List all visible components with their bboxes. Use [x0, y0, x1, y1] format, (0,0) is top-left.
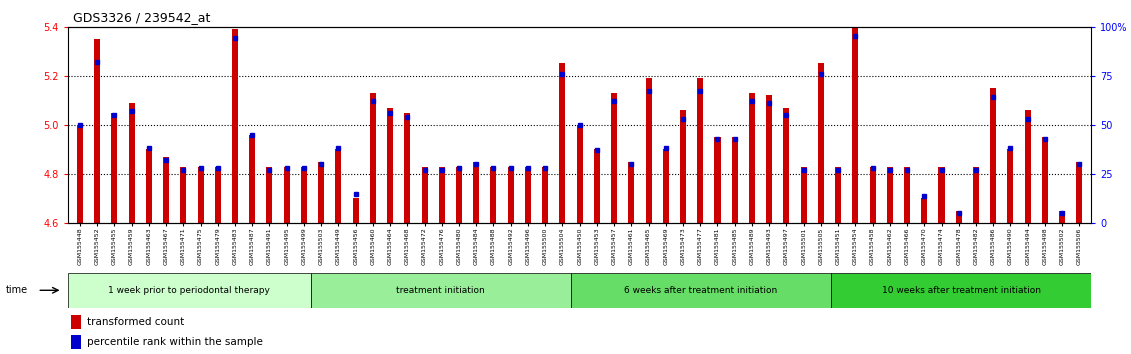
Bar — [1025, 110, 1030, 223]
Bar — [68, 273, 311, 308]
Bar — [94, 39, 101, 223]
Bar — [577, 125, 582, 223]
Text: 10 weeks after treatment initiation: 10 weeks after treatment initiation — [882, 286, 1041, 295]
Bar — [594, 149, 599, 223]
Bar — [818, 63, 823, 223]
Bar — [491, 166, 497, 223]
Bar — [939, 166, 944, 223]
Bar — [1008, 149, 1013, 223]
Bar — [301, 166, 307, 223]
Bar — [766, 95, 772, 223]
Bar — [560, 63, 566, 223]
Text: 6 weeks after treatment initiation: 6 weeks after treatment initiation — [624, 286, 778, 295]
Bar — [887, 166, 892, 223]
Bar — [198, 166, 204, 223]
Bar — [129, 103, 135, 223]
Text: treatment initiation: treatment initiation — [397, 286, 485, 295]
Bar — [784, 108, 789, 223]
Bar — [611, 93, 618, 223]
Bar — [422, 166, 428, 223]
Bar — [749, 93, 756, 223]
Bar — [870, 166, 875, 223]
Bar — [111, 113, 118, 223]
Bar — [715, 137, 720, 223]
Bar — [353, 199, 359, 223]
Bar — [922, 199, 927, 223]
Bar — [473, 162, 480, 223]
Bar — [853, 27, 858, 223]
Bar — [336, 149, 342, 223]
Bar — [267, 166, 273, 223]
Bar — [404, 113, 411, 223]
Bar — [456, 166, 463, 223]
Bar — [542, 166, 549, 223]
Bar — [904, 166, 910, 223]
Bar — [70, 315, 81, 329]
Text: 1 week prior to periodontal therapy: 1 week prior to periodontal therapy — [109, 286, 270, 295]
Bar — [232, 29, 238, 223]
Bar — [387, 108, 394, 223]
Bar — [1059, 211, 1065, 223]
Bar — [525, 166, 530, 223]
Bar — [146, 149, 152, 223]
Text: time: time — [6, 285, 28, 295]
Bar — [835, 166, 841, 223]
Bar — [956, 211, 961, 223]
Bar — [732, 137, 737, 223]
Text: GDS3326 / 239542_at: GDS3326 / 239542_at — [74, 11, 210, 24]
Bar — [629, 162, 634, 223]
Bar — [163, 157, 170, 223]
Bar — [70, 335, 81, 348]
Bar — [646, 78, 651, 223]
Bar — [801, 166, 806, 223]
Text: transformed count: transformed count — [86, 317, 183, 327]
Bar — [1077, 162, 1082, 223]
Bar — [831, 273, 1091, 308]
Bar — [680, 110, 687, 223]
Bar — [215, 166, 221, 223]
Bar — [990, 88, 996, 223]
Bar — [311, 273, 571, 308]
Bar — [439, 166, 444, 223]
Bar — [370, 93, 375, 223]
Bar — [284, 166, 290, 223]
Bar — [249, 135, 256, 223]
Bar — [973, 166, 979, 223]
Bar — [508, 166, 513, 223]
Bar — [697, 78, 703, 223]
Bar — [180, 166, 187, 223]
Bar — [663, 149, 668, 223]
Bar — [1042, 137, 1048, 223]
Bar — [571, 273, 831, 308]
Bar — [77, 125, 83, 223]
Bar — [318, 162, 325, 223]
Text: percentile rank within the sample: percentile rank within the sample — [86, 337, 262, 347]
